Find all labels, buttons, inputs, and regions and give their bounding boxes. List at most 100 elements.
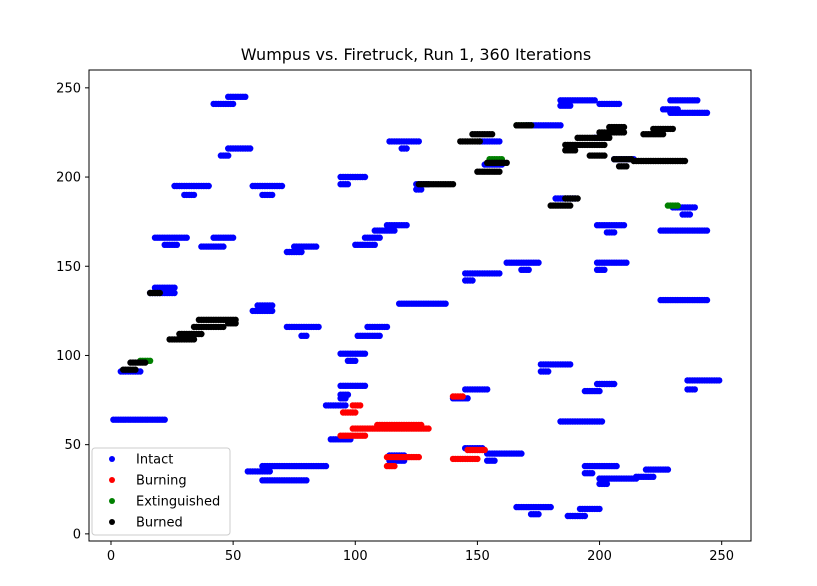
point-intact [279, 183, 285, 189]
point-burned [682, 158, 688, 164]
y-tick-label: 150 [56, 260, 81, 275]
x-tick-label: 200 [587, 549, 612, 564]
point-burning [391, 463, 397, 469]
point-intact [269, 302, 275, 308]
point-burning [416, 454, 422, 460]
point-intact [548, 504, 554, 510]
point-intact [242, 94, 248, 100]
y-tick-label: 250 [56, 81, 81, 96]
point-intact [323, 463, 329, 469]
point-intact [567, 103, 573, 109]
point-burned [601, 152, 607, 158]
point-intact [303, 333, 309, 339]
point-burning [474, 456, 480, 462]
x-tick-label: 250 [709, 549, 734, 564]
point-burning [425, 425, 431, 431]
point-intact [403, 145, 409, 151]
x-tick-label: 50 [225, 549, 242, 564]
point-intact [557, 122, 563, 128]
point-intact [518, 450, 524, 456]
point-intact [601, 267, 607, 273]
point-intact [315, 324, 321, 330]
point-intact [372, 242, 378, 248]
point-intact [665, 466, 671, 472]
point-intact [384, 324, 390, 330]
legend-label: Extinguished [136, 495, 220, 510]
y-tick-label: 200 [56, 171, 81, 186]
legend: Intact Burning Extinguished Burned [92, 448, 230, 535]
x-tick-label: 150 [465, 549, 490, 564]
point-burned [157, 290, 163, 296]
point-intact [230, 235, 236, 241]
point-intact [616, 101, 622, 107]
point-intact [545, 368, 551, 374]
point-intact [692, 204, 698, 210]
point-intact [303, 477, 309, 483]
point-intact [611, 229, 617, 235]
point-burned [574, 195, 580, 201]
point-intact [342, 402, 348, 408]
point-burning [352, 409, 358, 415]
point-intact [716, 377, 722, 383]
point-intact [694, 97, 700, 103]
point-intact [269, 192, 275, 198]
point-burned [572, 147, 578, 153]
point-burned [232, 320, 238, 326]
legend-marker [109, 456, 115, 462]
point-intact [596, 506, 602, 512]
point-intact [567, 361, 573, 367]
point-burned [670, 126, 676, 132]
y-tick-label: 0 [73, 527, 81, 542]
x-tick-label: 0 [107, 549, 115, 564]
point-burned [142, 359, 148, 365]
point-intact [313, 243, 319, 249]
point-intact [484, 386, 490, 392]
point-intact [596, 388, 602, 394]
legend-marker [109, 519, 115, 525]
legend-label: Burned [136, 516, 183, 531]
point-burned [567, 202, 573, 208]
point-intact [650, 474, 656, 480]
point-intact [692, 386, 698, 392]
point-burned [504, 160, 510, 166]
point-burned [621, 124, 627, 130]
point-intact [526, 267, 532, 273]
point-intact [613, 463, 619, 469]
legend-label: Intact [136, 453, 173, 468]
point-intact [345, 392, 351, 398]
point-burned [601, 142, 607, 148]
legend-label: Burning [136, 474, 187, 489]
point-intact [496, 138, 502, 144]
point-burning [418, 422, 424, 428]
point-intact [247, 145, 253, 151]
point-intact [352, 358, 358, 364]
point-intact [621, 222, 627, 228]
point-intact [225, 152, 231, 158]
point-burning [482, 447, 488, 453]
point-intact [171, 285, 177, 291]
point-intact [687, 211, 693, 217]
point-intact [535, 260, 541, 266]
point-burning [357, 402, 363, 408]
point-intact [623, 260, 629, 266]
point-burned [496, 169, 502, 175]
point-intact [599, 418, 605, 424]
point-intact [191, 192, 197, 198]
point-intact [535, 511, 541, 517]
point-intact [220, 243, 226, 249]
point-burning [460, 393, 466, 399]
legend-marker [109, 498, 115, 504]
point-intact [184, 235, 190, 241]
point-burning [362, 433, 368, 439]
point-intact [416, 138, 422, 144]
point-intact [362, 383, 368, 389]
point-intact [377, 333, 383, 339]
point-intact [403, 222, 409, 228]
point-burned [450, 181, 456, 187]
point-burned [623, 163, 629, 169]
point-intact [589, 470, 595, 476]
point-burned [528, 122, 534, 128]
point-burned [132, 367, 138, 373]
point-burned [489, 131, 495, 137]
